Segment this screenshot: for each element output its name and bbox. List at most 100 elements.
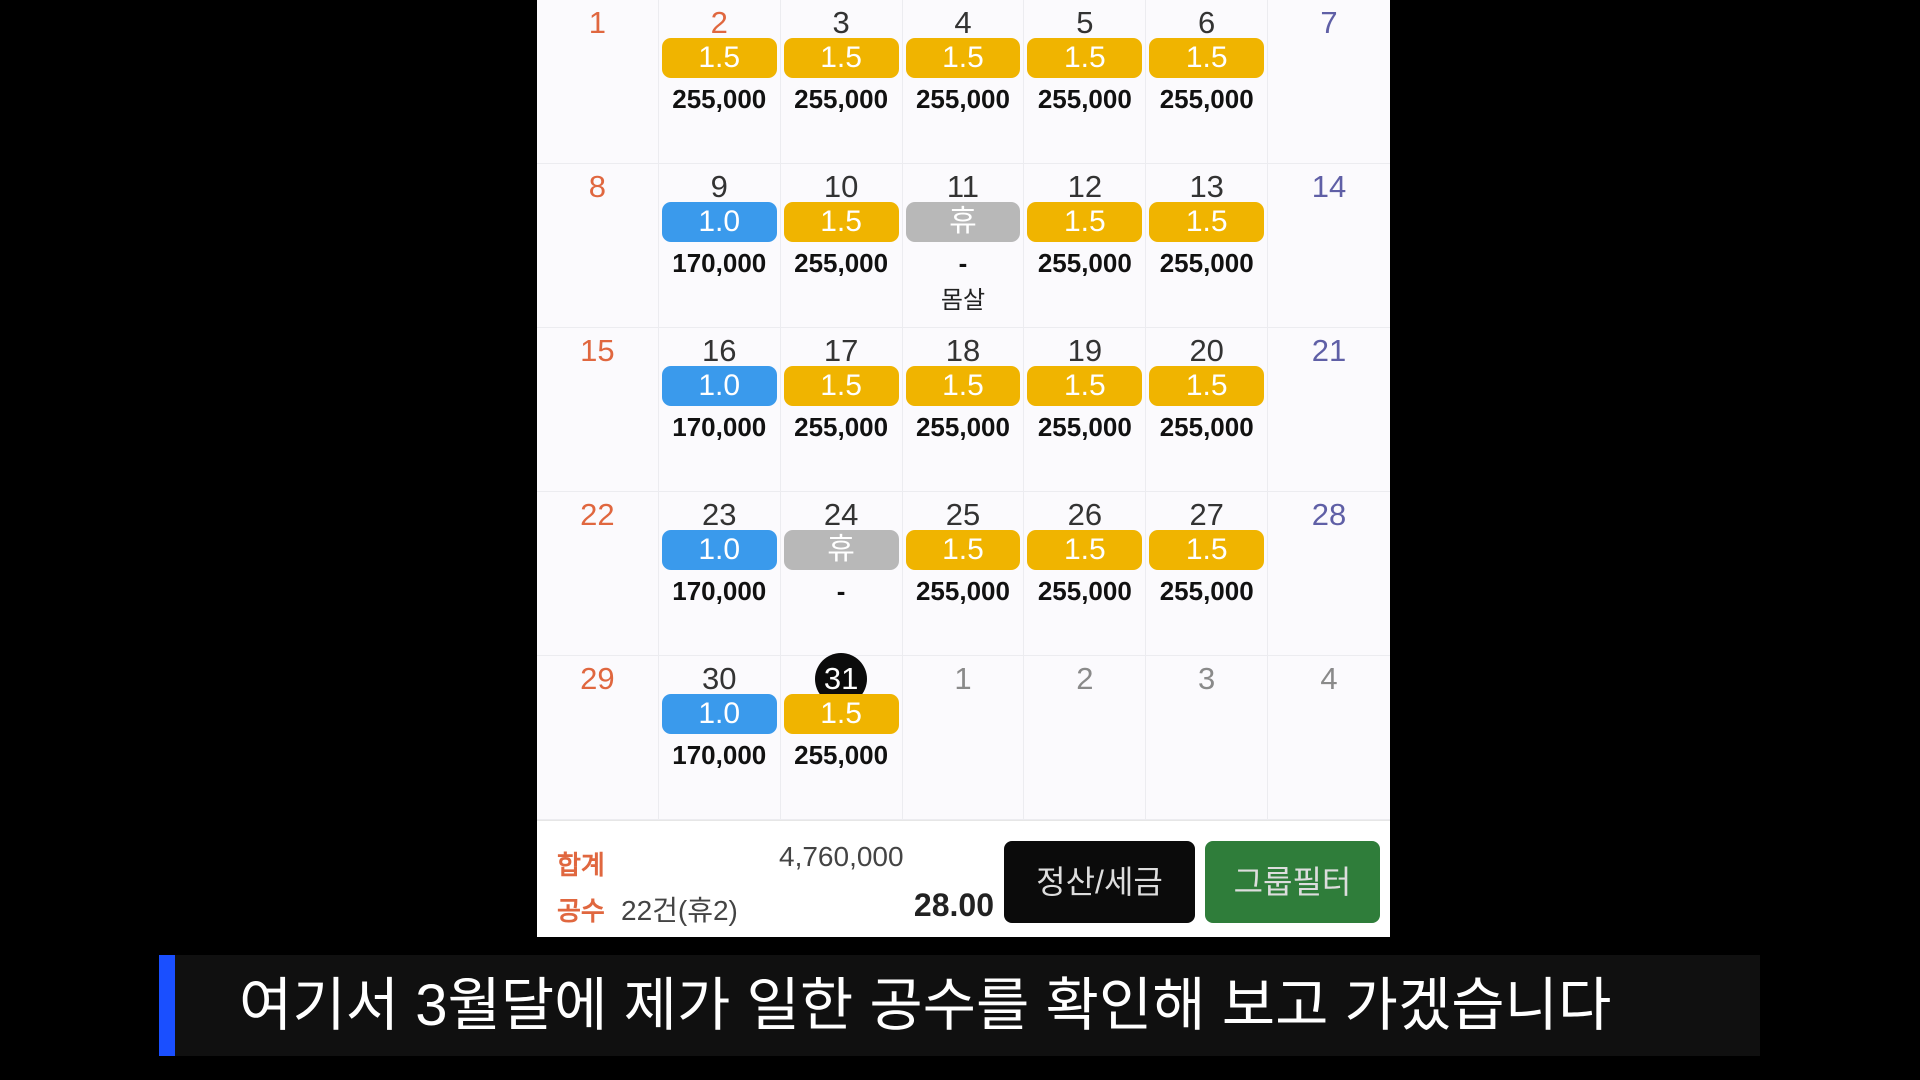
summary-footer: 합계 4,760,000 공수 22건(휴2) 28.00 정산/세금 그룹필터 [537, 820, 1390, 937]
date-text: 2 [710, 5, 728, 40]
day-cell[interactable]: 11 휴 - 몸살 [903, 164, 1025, 328]
date-number: 13 [1146, 170, 1267, 204]
date-number: 21 [1268, 334, 1390, 368]
work-units-badge: 1.5 [661, 38, 777, 78]
day-cell[interactable]: 9 1.0 170,000 [659, 164, 781, 328]
daily-wage: 255,000 [1037, 576, 1132, 606]
day-cell[interactable]: 16 1.0 170,000 [659, 328, 781, 492]
week-row: 8 9 1.0 170,000 10 1.5 255,000 11 휴 - 몸살 12 1.5 255,0… [537, 164, 1390, 328]
date-text: 4 [954, 5, 972, 40]
daily-wage: 255,000 [794, 84, 889, 114]
day-cell[interactable]: 19 1.5 255,000 [1024, 328, 1147, 492]
date-text: 9 [710, 169, 728, 204]
day-cell[interactable]: 4 [1268, 656, 1390, 820]
work-total: 28.00 [913, 887, 994, 923]
daily-wage: 255,000 [794, 740, 889, 770]
day-cell[interactable]: 23 1.0 170,000 [659, 492, 781, 656]
work-units-badge: 1.0 [661, 530, 777, 570]
day-cell[interactable]: 14 [1268, 164, 1390, 328]
date-number: 8 [537, 170, 658, 204]
date-number: 25 [903, 498, 1024, 532]
settle-tax-button[interactable]: 정산/세금 [1004, 841, 1195, 923]
date-number: 26 [1024, 498, 1145, 532]
day-cell[interactable]: 25 1.5 255,000 [903, 492, 1025, 656]
work-units-badge: 1.5 [783, 38, 899, 78]
date-number: 29 [537, 662, 658, 696]
date-number: 28 [1268, 498, 1390, 532]
date-text: 13 [1189, 169, 1224, 204]
date-number: 16 [659, 334, 780, 368]
date-text: 17 [823, 333, 859, 368]
day-cell[interactable]: 24 휴 - [781, 492, 903, 656]
day-cell[interactable]: 30 1.0 170,000 [659, 656, 781, 820]
day-cell[interactable]: 29 [537, 656, 659, 820]
date-text: 7 [1320, 5, 1338, 40]
date-text: 4 [1320, 661, 1338, 696]
date-text: 6 [1198, 5, 1216, 40]
date-text: 18 [945, 333, 981, 368]
date-text: 23 [702, 497, 737, 532]
date-number: 27 [1146, 498, 1267, 532]
work-units-badge: 1.0 [661, 694, 777, 734]
day-cell[interactable]: 12 1.5 255,000 [1024, 164, 1147, 328]
day-cell[interactable]: 13 1.5 255,000 [1146, 164, 1269, 328]
day-cell[interactable]: 1 [903, 656, 1025, 820]
day-cell[interactable]: 28 [1268, 492, 1390, 656]
group-filter-button[interactable]: 그룹필터 [1205, 841, 1380, 923]
daily-wage: 255,000 [794, 412, 889, 442]
work-units-badge: 1.5 [783, 202, 899, 242]
day-cell[interactable]: 8 [537, 164, 659, 328]
date-number: 11 [903, 170, 1024, 204]
day-cell[interactable]: 22 [537, 492, 659, 656]
day-cell[interactable]: 21 [1268, 328, 1390, 492]
daily-wage: 170,000 [672, 248, 767, 278]
day-cell[interactable]: 2 1.5 255,000 [659, 0, 781, 164]
day-cell[interactable]: 18 1.5 255,000 [903, 328, 1025, 492]
date-number: 2 [1024, 662, 1145, 696]
work-units-badge: 1.5 [1027, 38, 1143, 78]
work-units-badge: 1.0 [661, 202, 777, 242]
date-text: 1 [954, 661, 972, 696]
daily-wage: 255,000 [915, 576, 1010, 606]
date-text: 11 [946, 169, 980, 204]
daily-wage: 255,000 [1159, 412, 1254, 442]
date-text: 20 [1189, 333, 1224, 368]
video-subtitle: 여기서 3월달에 제가 일한 공수를 확인해 보고 가겠습니다 [159, 955, 1760, 1056]
day-cell[interactable]: 7 [1268, 0, 1390, 164]
daily-wage: 170,000 [672, 412, 767, 442]
date-text: 5 [1076, 5, 1094, 40]
week-row: 1 2 1.5 255,000 3 1.5 255,000 4 1.5 255,000 5 1.5 25… [537, 0, 1390, 164]
month-grid: 1 2 1.5 255,000 3 1.5 255,000 4 1.5 255,000 5 1.5 25… [537, 0, 1390, 820]
day-cell[interactable]: 27 1.5 255,000 [1146, 492, 1269, 656]
date-number: 24 [781, 498, 902, 532]
day-cell[interactable]: 1 [537, 0, 659, 164]
date-text: 25 [945, 497, 981, 532]
day-cell[interactable]: 5 1.5 255,000 [1024, 0, 1147, 164]
day-cell[interactable]: 31 1.5 255,000 [781, 653, 903, 820]
daily-wage: - [836, 576, 846, 606]
date-text: 3 [832, 5, 850, 40]
day-cell[interactable]: 17 1.5 255,000 [781, 328, 903, 492]
date-text: 30 [702, 661, 737, 696]
date-text: 15 [580, 333, 615, 368]
day-cell[interactable]: 20 1.5 255,000 [1146, 328, 1269, 492]
subtitle-accent-bar [159, 955, 175, 1056]
day-cell[interactable]: 10 1.5 255,000 [781, 164, 903, 328]
daily-wage: 255,000 [1037, 84, 1132, 114]
day-cell[interactable]: 6 1.5 255,000 [1146, 0, 1269, 164]
day-cell[interactable]: 26 1.5 255,000 [1024, 492, 1147, 656]
day-cell[interactable]: 4 1.5 255,000 [903, 0, 1025, 164]
date-text: 14 [1311, 169, 1347, 204]
daily-wage: 170,000 [672, 740, 767, 770]
day-cell[interactable]: 3 1.5 255,000 [781, 0, 903, 164]
daily-wage: 170,000 [672, 576, 767, 606]
date-number: 20 [1146, 334, 1267, 368]
date-text: 19 [1067, 333, 1103, 368]
work-units-badge: 1.5 [1149, 202, 1265, 242]
date-number: 2 [659, 6, 780, 40]
day-cell[interactable]: 2 [1024, 656, 1147, 820]
day-cell[interactable]: 15 [537, 328, 659, 492]
daily-wage: 255,000 [1159, 576, 1254, 606]
date-number: 23 [659, 498, 780, 532]
day-cell[interactable]: 3 [1146, 656, 1269, 820]
